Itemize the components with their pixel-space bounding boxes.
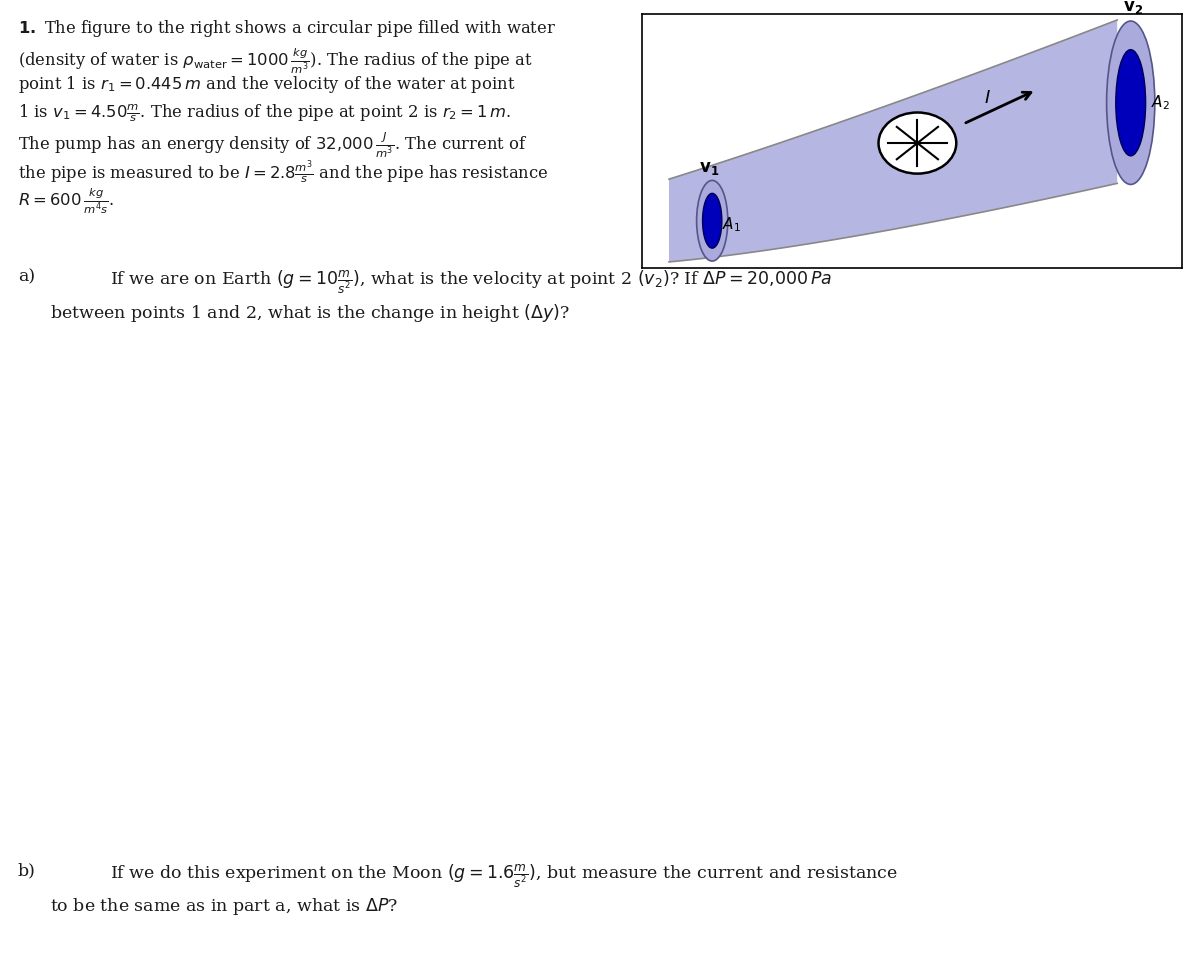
Text: 1 is $v_1 = 4.50\frac{m}{s}$. The radius of the pipe at point 2 is $r_2 = 1\,m$.: 1 is $v_1 = 4.50\frac{m}{s}$. The radius…: [18, 102, 511, 123]
Text: b): b): [18, 862, 36, 879]
Ellipse shape: [702, 193, 722, 248]
Text: between points 1 and 2, what is the change in height $(\Delta y)$?: between points 1 and 2, what is the chan…: [50, 302, 570, 324]
Text: $A_1$: $A_1$: [721, 216, 740, 234]
Text: $\mathbf{v_1}$: $\mathbf{v_1}$: [700, 158, 720, 177]
Polygon shape: [670, 20, 1117, 261]
Text: point 1 is $r_1 = 0.445\,m$ and the velocity of the water at point: point 1 is $r_1 = 0.445\,m$ and the velo…: [18, 74, 516, 95]
Text: $\mathbf{1.}$ The figure to the right shows a circular pipe filled with water: $\mathbf{1.}$ The figure to the right sh…: [18, 18, 556, 39]
Text: If we do this experiment on the Moon $(g = 1.6\frac{m}{s^2})$, but measure the c: If we do this experiment on the Moon $(g…: [110, 862, 898, 889]
Text: $I$: $I$: [984, 89, 991, 108]
Circle shape: [878, 113, 956, 174]
Ellipse shape: [1106, 21, 1154, 185]
Text: a): a): [18, 268, 35, 285]
Text: the pipe is measured to be $I = 2.8\frac{m^3}{s}$ and the pipe has resistance: the pipe is measured to be $I = 2.8\frac…: [18, 158, 548, 186]
Text: $A_2$: $A_2$: [1151, 93, 1170, 112]
Ellipse shape: [697, 181, 727, 261]
Ellipse shape: [1116, 50, 1146, 156]
Text: $R = 600\,\frac{kg}{m^4 s}$.: $R = 600\,\frac{kg}{m^4 s}$.: [18, 186, 114, 216]
Text: $\mathbf{v_2}$: $\mathbf{v_2}$: [1123, 0, 1144, 17]
Text: (density of water is $\rho_{\mathrm{water}} = 1000\,\frac{kg}{m^3}$). The radius: (density of water is $\rho_{\mathrm{wate…: [18, 46, 533, 76]
Text: The pump has an energy density of $32{,}000\,\frac{J}{m^3}$. The current of: The pump has an energy density of $32{,}…: [18, 130, 528, 160]
Text: to be the same as in part a, what is $\Delta P$?: to be the same as in part a, what is $\D…: [50, 896, 398, 917]
Text: If we are on Earth $(g = 10\frac{m}{s^2})$, what is the velocity at point 2 $(v_: If we are on Earth $(g = 10\frac{m}{s^2}…: [110, 268, 832, 295]
